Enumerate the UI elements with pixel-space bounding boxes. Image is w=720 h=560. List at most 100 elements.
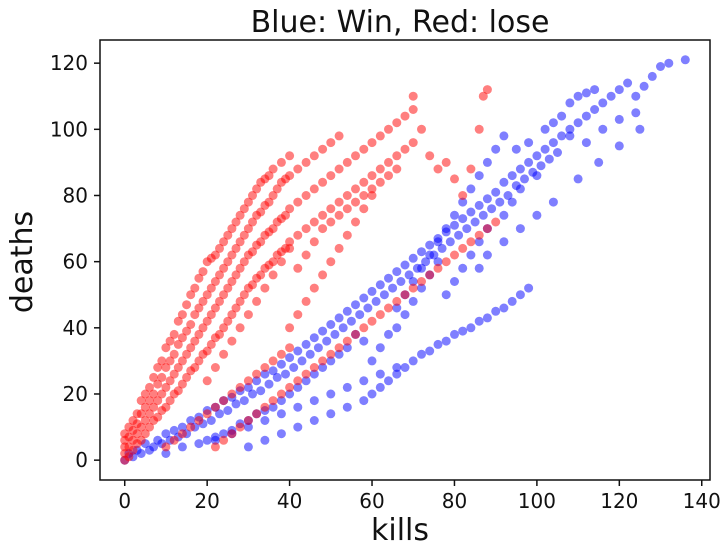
- point: [145, 396, 154, 406]
- point: [268, 366, 278, 376]
- point: [466, 164, 476, 174]
- point: [235, 237, 245, 247]
- point: [507, 197, 517, 207]
- point: [285, 323, 295, 333]
- point: [326, 409, 336, 419]
- point: [227, 389, 237, 399]
- point: [227, 336, 237, 346]
- point: [165, 396, 175, 406]
- point: [499, 177, 509, 187]
- point: [598, 98, 608, 108]
- point: [367, 316, 377, 326]
- point: [491, 217, 501, 227]
- point: [400, 310, 410, 320]
- point: [124, 452, 134, 462]
- point: [458, 191, 468, 200]
- point: [194, 416, 204, 425]
- plot-frame: [99, 39, 711, 481]
- point: [400, 290, 410, 300]
- point: [309, 396, 319, 406]
- point: [136, 396, 146, 406]
- point: [388, 283, 398, 293]
- point: [680, 55, 690, 65]
- point: [326, 171, 336, 181]
- point: [215, 409, 224, 419]
- point: [231, 399, 241, 409]
- point: [466, 250, 476, 260]
- point: [371, 296, 381, 306]
- point: [210, 277, 220, 286]
- point: [252, 376, 262, 386]
- point: [342, 191, 352, 200]
- point: [272, 184, 282, 194]
- point: [157, 356, 167, 366]
- point: [165, 356, 175, 366]
- point: [392, 363, 402, 372]
- point: [210, 432, 220, 442]
- y-axis: 0 20 40 60 80 100 120: [50, 51, 100, 472]
- point: [235, 296, 245, 306]
- point: [149, 372, 159, 382]
- point: [614, 85, 624, 95]
- point: [392, 369, 402, 379]
- point: [478, 91, 488, 101]
- point: [515, 164, 525, 174]
- y-tick-label: 40: [63, 316, 88, 340]
- point: [243, 197, 253, 207]
- point: [239, 257, 249, 267]
- point: [441, 257, 451, 267]
- point: [190, 363, 200, 372]
- x-tick-label: 0: [118, 489, 131, 513]
- point: [169, 369, 179, 379]
- point: [239, 290, 249, 300]
- point: [215, 296, 224, 306]
- point: [227, 310, 237, 320]
- point: [408, 105, 418, 114]
- point: [548, 118, 558, 128]
- point: [301, 339, 311, 349]
- point: [309, 237, 319, 247]
- y-tick-label: 60: [63, 250, 88, 274]
- point: [309, 184, 319, 194]
- point: [243, 382, 253, 392]
- point: [235, 422, 245, 432]
- point: [598, 124, 608, 134]
- point: [491, 144, 501, 154]
- point: [177, 379, 187, 389]
- point: [540, 124, 550, 134]
- point: [177, 356, 187, 366]
- point: [631, 108, 641, 118]
- point: [285, 343, 295, 353]
- point: [145, 422, 154, 432]
- point: [256, 207, 266, 217]
- point: [177, 442, 187, 452]
- point: [252, 296, 262, 306]
- point: [417, 263, 426, 273]
- point: [165, 336, 175, 346]
- point: [202, 346, 212, 356]
- point: [491, 306, 501, 316]
- point: [326, 138, 336, 148]
- point: [235, 210, 245, 220]
- point: [194, 439, 204, 449]
- point: [276, 389, 286, 399]
- point: [375, 177, 385, 187]
- point: [507, 171, 517, 181]
- point: [293, 402, 303, 412]
- point: [342, 402, 352, 412]
- point: [186, 343, 196, 353]
- point: [474, 263, 484, 273]
- point: [293, 197, 303, 207]
- point: [437, 243, 447, 253]
- point: [400, 363, 410, 372]
- point: [202, 316, 212, 326]
- point: [301, 369, 311, 379]
- point: [318, 210, 328, 220]
- point: [433, 263, 443, 273]
- point: [384, 171, 393, 181]
- point: [210, 303, 220, 313]
- point: [198, 296, 208, 306]
- point: [450, 329, 459, 339]
- point: [202, 376, 212, 386]
- point: [243, 224, 253, 234]
